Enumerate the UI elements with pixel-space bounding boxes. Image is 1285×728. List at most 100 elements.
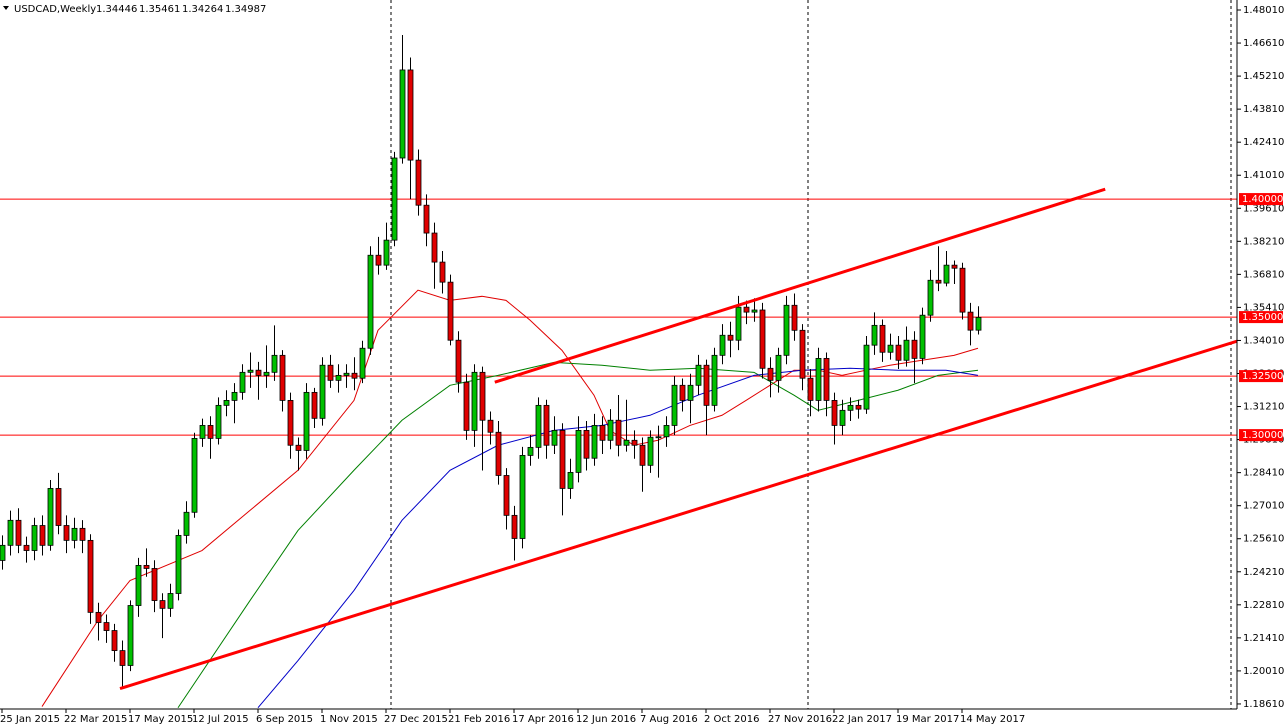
level-label: 1.40000 (1242, 194, 1283, 205)
chart-title: USDCAD,Weekly (14, 4, 96, 15)
candle-body (319, 364, 326, 419)
candle-body (311, 391, 318, 419)
candle-body (647, 436, 654, 466)
candle-body (927, 279, 934, 316)
candle-body (551, 429, 558, 446)
candle-body (775, 354, 782, 381)
candle-body (375, 254, 382, 266)
candle-body (335, 374, 342, 381)
x-tick-label: 25 Jan 2015 (0, 714, 60, 725)
candle-body (455, 339, 462, 383)
candle-body (383, 239, 390, 266)
x-tick-label: 27 Nov 2016 (768, 714, 832, 725)
y-tick-label: 1.45210 (1243, 71, 1284, 82)
candle-body (271, 354, 278, 373)
candle-body (839, 409, 846, 426)
y-tick-label: 1.27010 (1243, 501, 1284, 512)
candle-body (719, 334, 726, 356)
candle-body (487, 419, 494, 433)
ohlc-open: 1.34446 (96, 4, 137, 15)
candle-body (31, 525, 38, 551)
candle-body (599, 425, 606, 441)
candle-body (183, 511, 190, 536)
candle-body (535, 404, 542, 448)
candle-body (847, 404, 854, 411)
candle-body (87, 539, 94, 613)
candle-body (231, 391, 238, 401)
moving-average (41, 289, 979, 707)
candle-body (951, 264, 958, 269)
plot-area (0, 0, 1237, 709)
candle-body (407, 69, 414, 161)
y-tick-label: 1.42410 (1243, 137, 1284, 148)
candle-body (279, 354, 286, 401)
candle-body (175, 535, 182, 594)
candle-body (671, 384, 678, 426)
candle-body (471, 371, 478, 431)
candle-body (943, 264, 950, 284)
candle-body (111, 630, 118, 652)
candle-body (447, 281, 454, 341)
y-tick-label: 1.35410 (1243, 302, 1284, 313)
level-label-box (1239, 429, 1283, 442)
ohlc-low: 1.34264 (182, 4, 223, 15)
level-label: 1.35000 (1242, 312, 1283, 323)
x-tick-label: 17 May 2015 (128, 714, 193, 725)
candle-body (703, 364, 710, 406)
y-tick-label: 1.41010 (1243, 170, 1284, 181)
x-tick-label: 1 Nov 2015 (320, 714, 378, 725)
candle-body (39, 525, 46, 546)
candle-body (255, 369, 262, 376)
candle-body (959, 267, 966, 313)
y-tick-label: 1.20010 (1243, 666, 1284, 677)
candle-body (287, 400, 294, 446)
candle-body (263, 371, 270, 376)
y-tick-label: 1.34010 (1243, 335, 1284, 346)
candle-body (479, 371, 486, 421)
y-tick-label: 1.48010 (1243, 5, 1284, 16)
candle-body (47, 488, 54, 546)
candle-body (463, 381, 470, 431)
level-label-box (1239, 370, 1283, 383)
x-tick-label: 17 Apr 2016 (512, 714, 574, 725)
candle-body (367, 254, 374, 349)
candle-body (295, 444, 302, 451)
y-tick-label: 1.38210 (1243, 236, 1284, 247)
candle-body (519, 455, 526, 539)
y-tick-label: 1.21410 (1243, 633, 1284, 644)
menu-arrow[interactable] (3, 6, 9, 10)
candle-body (71, 527, 78, 541)
y-tick-label: 1.28410 (1243, 468, 1284, 479)
candle-body (55, 488, 62, 526)
candle-body (823, 357, 830, 401)
candle-body (343, 372, 350, 376)
candle-body (223, 400, 230, 406)
candle-body (679, 384, 686, 401)
y-tick-label: 1.31210 (1243, 402, 1284, 413)
trend-line (119, 339, 1237, 691)
candle-body (935, 279, 942, 284)
candle-body (975, 316, 982, 331)
candle-body (15, 519, 22, 546)
candle-body (743, 306, 750, 313)
candle-body (391, 157, 398, 241)
candle-body (615, 419, 622, 446)
candle-body (751, 309, 758, 313)
candle-body (135, 564, 142, 606)
candle-body (887, 344, 894, 353)
candle-body (623, 439, 630, 446)
candle-body (607, 419, 614, 441)
candle-body (695, 364, 702, 386)
candle-body (783, 304, 790, 356)
x-tick-label: 21 Feb 2016 (448, 714, 510, 725)
candle-body (0, 544, 6, 561)
candle-body (199, 425, 206, 439)
candle-body (711, 354, 718, 406)
candle-body (559, 429, 566, 489)
candle-body (127, 605, 134, 666)
candle-body (807, 377, 814, 401)
candle-body (167, 593, 174, 609)
candle-body (215, 404, 222, 439)
candle-body (799, 329, 806, 379)
